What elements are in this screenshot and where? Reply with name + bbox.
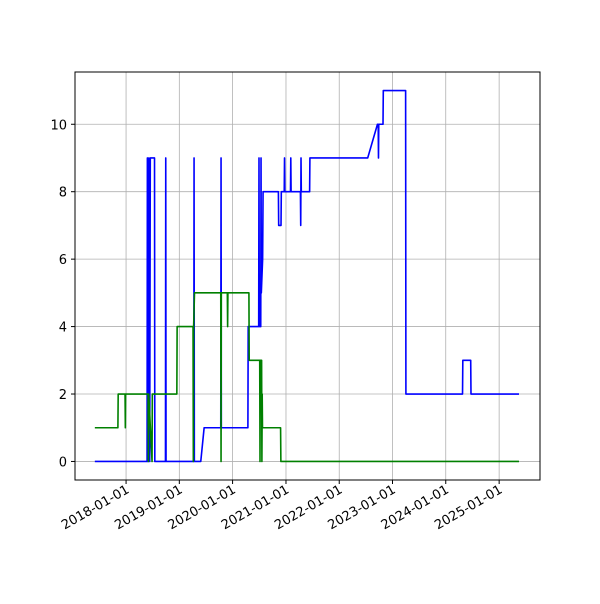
data-line [94, 292, 519, 463]
y-tick-label: 6 [59, 253, 67, 268]
y-tick-label: 10 [50, 118, 67, 133]
plot-lines [94, 89, 519, 463]
y-tick-label: 8 [59, 186, 67, 201]
y-tick-label: 2 [59, 388, 67, 403]
y-tick-label: 0 [59, 455, 67, 470]
data-line [94, 89, 519, 463]
y-tick-label: 4 [59, 321, 67, 336]
axes-frame [74, 71, 541, 481]
grid [75, 72, 540, 480]
